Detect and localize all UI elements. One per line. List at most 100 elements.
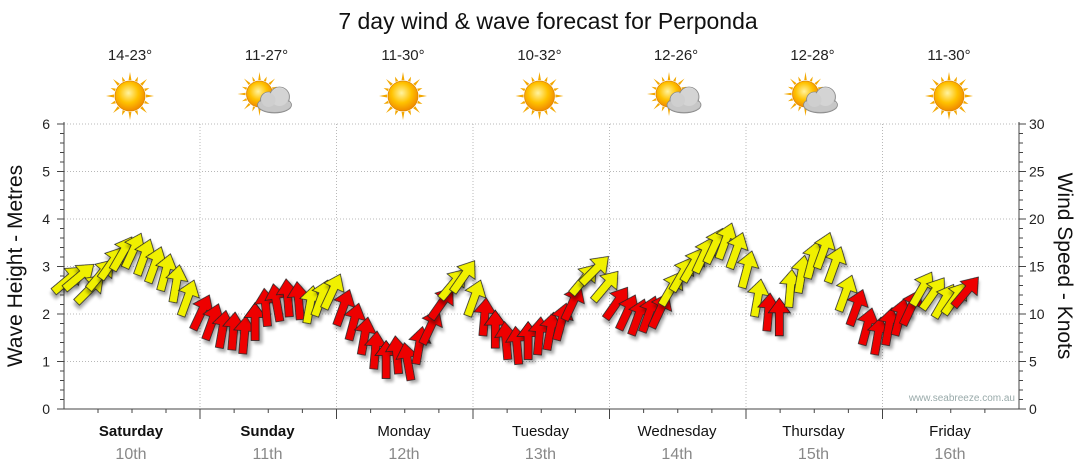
day-date-label: 12th	[388, 446, 419, 463]
sun-ray	[667, 107, 671, 116]
sun-ray	[128, 72, 132, 81]
sun-ray	[544, 76, 548, 82]
wind-arrow	[950, 276, 979, 310]
sun-ray	[258, 72, 261, 81]
sun-ray	[661, 106, 665, 112]
sun-ray	[549, 106, 557, 113]
sun-ray	[804, 72, 807, 81]
sun-rays	[515, 72, 564, 120]
right-axis-title: Wind Speed - Knots	[1053, 173, 1076, 360]
sun-ray	[661, 76, 665, 82]
right-tick-label: 30	[1029, 116, 1045, 132]
left-tick-label: 6	[42, 116, 50, 132]
sun-ray	[407, 110, 412, 116]
partly-cloudy-icon	[783, 72, 838, 116]
sun-ray	[940, 76, 945, 82]
sun-ray	[106, 94, 115, 98]
sun-ray	[386, 106, 393, 113]
sun-ray	[789, 78, 797, 86]
sun-ray	[549, 79, 557, 86]
sun-ray	[144, 100, 150, 105]
wind-arrow	[940, 282, 967, 317]
sun-ray	[418, 94, 427, 98]
sun-ray	[407, 76, 412, 82]
left-tick-label: 3	[42, 259, 50, 275]
wind-arrow	[176, 279, 200, 318]
sun-ray	[386, 79, 393, 86]
sun-ray	[417, 100, 423, 105]
sun-ray	[677, 78, 685, 86]
sun-ray	[401, 111, 405, 120]
day-name-label: Thursday	[782, 423, 845, 440]
cloud-shape	[666, 86, 702, 114]
sun-ray	[144, 87, 150, 92]
day-temperature: 14-23°	[108, 47, 152, 64]
sun-ray	[243, 78, 251, 86]
sun-ray	[243, 102, 251, 110]
sun-disc	[114, 80, 146, 112]
sun-disc	[387, 80, 419, 112]
sun-ray	[538, 111, 541, 120]
sun-ray	[555, 94, 564, 98]
sun-ray	[379, 94, 388, 98]
left-tick-label: 2	[42, 306, 50, 322]
sun-ray	[531, 76, 535, 82]
right-tick-label: 15	[1029, 259, 1045, 275]
left-tick-label: 5	[42, 164, 50, 180]
wind-arrow	[560, 284, 585, 323]
day-temperature: 11-27°	[245, 47, 288, 64]
wind-arrow	[767, 297, 792, 337]
sun-ray	[932, 79, 939, 86]
sun-ray	[121, 110, 126, 116]
day-date-label: 15th	[798, 446, 829, 463]
sun-ray	[959, 106, 966, 113]
partly-cloudy-icon	[647, 72, 702, 116]
sun-ray	[947, 72, 951, 81]
sun-ray	[959, 79, 966, 86]
sun-ray	[134, 76, 139, 82]
sun-ray	[964, 94, 973, 98]
day-date-label: 13th	[525, 446, 556, 463]
right-tick-label: 25	[1029, 164, 1045, 180]
sun-ray	[413, 106, 420, 113]
sun-ray	[531, 110, 535, 116]
sun-ray	[653, 102, 661, 110]
sun-disc	[524, 80, 555, 112]
sun-ray	[258, 107, 261, 116]
sun-ray	[522, 79, 530, 86]
sun-ray	[651, 86, 657, 90]
sun-ray	[128, 111, 132, 120]
wind-arrow	[736, 250, 760, 290]
sun-rays	[379, 72, 427, 120]
sun-ray	[932, 106, 939, 113]
sun-ray	[963, 87, 969, 92]
right-tick-label: 5	[1029, 354, 1037, 370]
sun-ray	[401, 72, 405, 81]
wind-arrow	[725, 231, 749, 271]
day-temperature: 12-28°	[790, 47, 834, 64]
sun-ray	[553, 100, 559, 105]
sun-ray	[113, 106, 120, 113]
sun-ray	[383, 87, 389, 92]
sun-ray	[651, 98, 657, 102]
sun-ray	[804, 107, 807, 116]
sun-ray	[394, 110, 399, 116]
day-date-label: 11th	[253, 446, 283, 463]
sun-ray	[110, 100, 116, 105]
day-name-label: Monday	[377, 423, 431, 440]
day-name-label: Saturday	[99, 423, 164, 440]
sun-ray	[413, 79, 420, 86]
wind-arrows	[50, 222, 979, 382]
day-name-label: Sunday	[240, 423, 295, 440]
wind-arrow	[320, 273, 345, 311]
sun-ray	[929, 100, 935, 105]
day-temperature: 11-30°	[381, 47, 424, 64]
sun-ray	[667, 72, 671, 81]
sun-ray	[134, 110, 139, 116]
left-tick-label: 0	[42, 401, 50, 417]
wind-arrow	[812, 231, 836, 271]
chart-title: 7 day wind & wave forecast for Perponda	[338, 8, 758, 34]
cloud-shape	[803, 86, 838, 114]
